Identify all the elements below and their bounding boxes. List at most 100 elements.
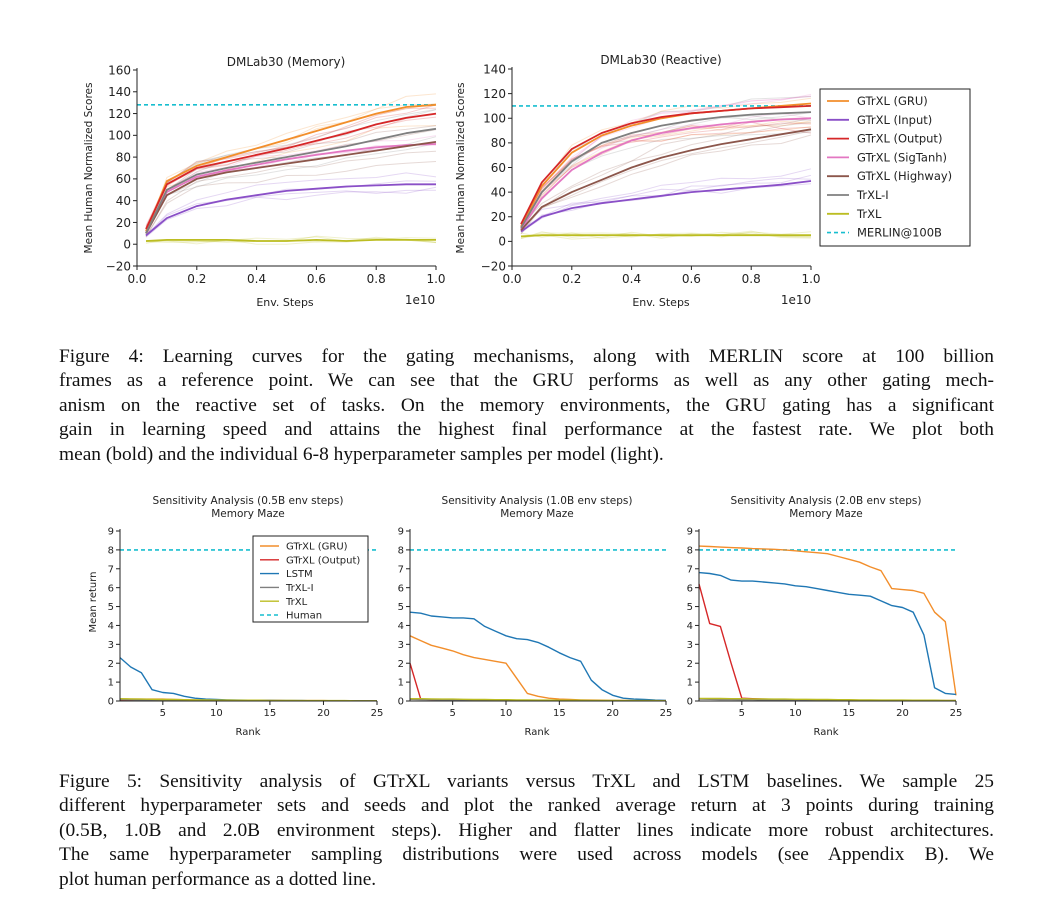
y-tick-label: 3 xyxy=(398,640,404,651)
y-tick-label: 2 xyxy=(687,659,693,670)
memory-y-label: Mean Human Normalized Scores xyxy=(83,83,95,254)
y-tick-label: 40 xyxy=(116,194,131,208)
series-line-gtrxl-gru xyxy=(145,103,437,232)
light-run-gtrxl-gru xyxy=(520,126,812,232)
light-run-gtrxl-highway xyxy=(145,125,437,232)
y-tick-label: 3 xyxy=(108,640,114,651)
x-tick-label: 20 xyxy=(896,708,909,719)
y-tick-label: 20 xyxy=(116,216,131,230)
memory-plot-area xyxy=(137,93,437,245)
legend-label-merlin-100b: MERLIN@100B xyxy=(857,226,942,240)
series-line-gtrxl-sigtanh xyxy=(145,143,437,234)
legend-label-lstm: LSTM xyxy=(286,569,313,580)
light-run-gtrxl-gru xyxy=(145,93,437,234)
legend-label-gtrxl-output: GTrXL (Output) xyxy=(857,132,942,146)
legend-label-trxl-i: TrXL-I xyxy=(285,583,314,594)
y-tick-label: 3 xyxy=(687,640,693,651)
y-tick-label: 100 xyxy=(108,129,131,143)
legend-label-gtrxl-output: GTrXL (Output) xyxy=(286,555,360,566)
series-line-gtrxl-highway xyxy=(520,128,812,231)
sensitivity-panel-20b: Sensitivity Analysis (2.0B env steps) Me… xyxy=(687,495,963,738)
x-tick-label: 0.2 xyxy=(562,272,581,286)
x-tick-label: 0.8 xyxy=(742,272,761,286)
y-tick-label: 9 xyxy=(108,527,114,538)
light-run-trxl xyxy=(145,236,437,243)
light-run-gtrxl-input xyxy=(145,172,437,236)
y-tick-label: 120 xyxy=(483,87,506,101)
y-tick-label: 80 xyxy=(116,150,131,164)
x-tick-label: 25 xyxy=(371,708,384,719)
y-tick-label: 1 xyxy=(108,678,114,689)
x-tick-label: 15 xyxy=(264,708,277,719)
caption-line: different hyperparameter sets and seeds … xyxy=(59,795,994,817)
legend-label-gtrxl-highway: GTrXL (Highway) xyxy=(857,169,952,183)
y-tick-label: 80 xyxy=(491,136,506,150)
series-line-trxl xyxy=(698,697,956,702)
light-run-gtrxl-highway xyxy=(520,134,812,235)
light-run-trxl-i xyxy=(520,131,812,232)
series-line-lstm xyxy=(409,611,667,702)
y-tick-label: 120 xyxy=(108,107,131,121)
light-run-gtrxl-sigtanh xyxy=(145,135,437,232)
x-tick-label: 25 xyxy=(660,708,673,719)
light-run-gtrxl-gru xyxy=(520,120,812,231)
caption-line: (0.5B, 1.0B and 2.0B environment steps).… xyxy=(59,819,994,841)
caption-line: The same hyperparameter sampling distrib… xyxy=(59,844,994,866)
light-run-gtrxl-output xyxy=(520,121,812,231)
figure-4-legend: GTrXL (GRU) GTrXL (Input) GTrXL (Output) GT… xyxy=(819,88,971,247)
y-tick-label: 5 xyxy=(687,602,693,613)
sens-10b-subtitle: Memory Maze xyxy=(500,508,574,520)
caption-line: mean (bold) and the individual 6-8 hyper… xyxy=(59,443,664,465)
x-tick-label: 0.0 xyxy=(127,272,146,286)
reactive-panel: DMLab30 (Reactive) 0.0 0.2 0.4 0.6 0.8 1.0 −20… xyxy=(455,53,821,309)
y-tick-label: 1 xyxy=(687,678,693,689)
light-run-trxl-i xyxy=(520,112,812,228)
y-tick-label: 7 xyxy=(398,564,404,575)
legend-label-trxl: TrXL xyxy=(856,207,882,221)
sens-10b-title: Sensitivity Analysis (1.0B env steps) xyxy=(442,495,633,507)
y-tick-label: 9 xyxy=(398,527,404,538)
sensitivity-panel-10b: Sensitivity Analysis (1.0B env steps) Me… xyxy=(398,495,673,738)
sens-05b-x-label: Rank xyxy=(236,727,261,738)
caption-line: gain in learning speed and attains the h… xyxy=(59,419,994,441)
light-run-gtrxl-input xyxy=(520,168,812,229)
sens-20b-plot-area xyxy=(698,545,957,702)
light-run-gtrxl-output xyxy=(145,107,437,226)
y-tick-label: 5 xyxy=(108,602,114,613)
light-run-gtrxl-output xyxy=(145,104,437,232)
reactive-axes: 0.0 0.2 0.4 0.6 0.8 1.0 −20 0 20 40 60 80 100 120 140 xyxy=(481,62,821,286)
y-tick-label: 0 xyxy=(398,697,404,708)
series-line-gtrxl-output xyxy=(145,112,437,230)
y-tick-label: 60 xyxy=(116,172,131,186)
y-tick-label: 100 xyxy=(483,112,506,126)
legend-label-gtrxl-input: GTrXL (Input) xyxy=(857,113,932,127)
sens-20b-x-label: Rank xyxy=(814,727,839,738)
y-tick-label: 4 xyxy=(687,621,693,632)
x-tick-label: 15 xyxy=(553,708,566,719)
x-tick-label: 1.0 xyxy=(426,272,445,286)
x-tick-label: 0.4 xyxy=(622,272,641,286)
y-tick-label: 20 xyxy=(491,210,506,224)
y-tick-label: 1 xyxy=(398,678,404,689)
reactive-plot-area xyxy=(512,93,812,240)
y-tick-label: 4 xyxy=(108,621,114,632)
figure-5-legend: GTrXL (GRU) GTrXL (Output) LSTM TrXL-I TrXL H… xyxy=(252,535,369,623)
series-line-gtrxl-output xyxy=(698,583,956,702)
y-tick-label: 140 xyxy=(483,62,506,76)
series-line-trxl-i xyxy=(145,127,437,234)
x-tick-label: 0.8 xyxy=(367,272,386,286)
caption-line: anism on the reactive set of tasks. On t… xyxy=(59,394,994,416)
light-run-gtrxl-highway xyxy=(520,117,812,226)
x-tick-label: 0.0 xyxy=(502,272,521,286)
y-tick-label: 4 xyxy=(398,621,404,632)
series-line-lstm xyxy=(119,657,377,702)
sens-10b-axes: 5 10 15 20 25 0 1 2 3 4 5 6 7 8 9 xyxy=(398,527,673,719)
caption-line: plot human performance as a dotted line. xyxy=(59,868,377,890)
series-line-trxl xyxy=(145,238,436,242)
series-line-gtrxl-output xyxy=(409,663,666,702)
series-line-gtrxl-input xyxy=(145,183,436,237)
legend-label-gtrxl-gru: GTrXL (GRU) xyxy=(286,542,348,553)
x-tick-label: 0.6 xyxy=(307,272,326,286)
x-tick-label: 25 xyxy=(950,708,963,719)
light-run-trxl xyxy=(145,237,437,245)
